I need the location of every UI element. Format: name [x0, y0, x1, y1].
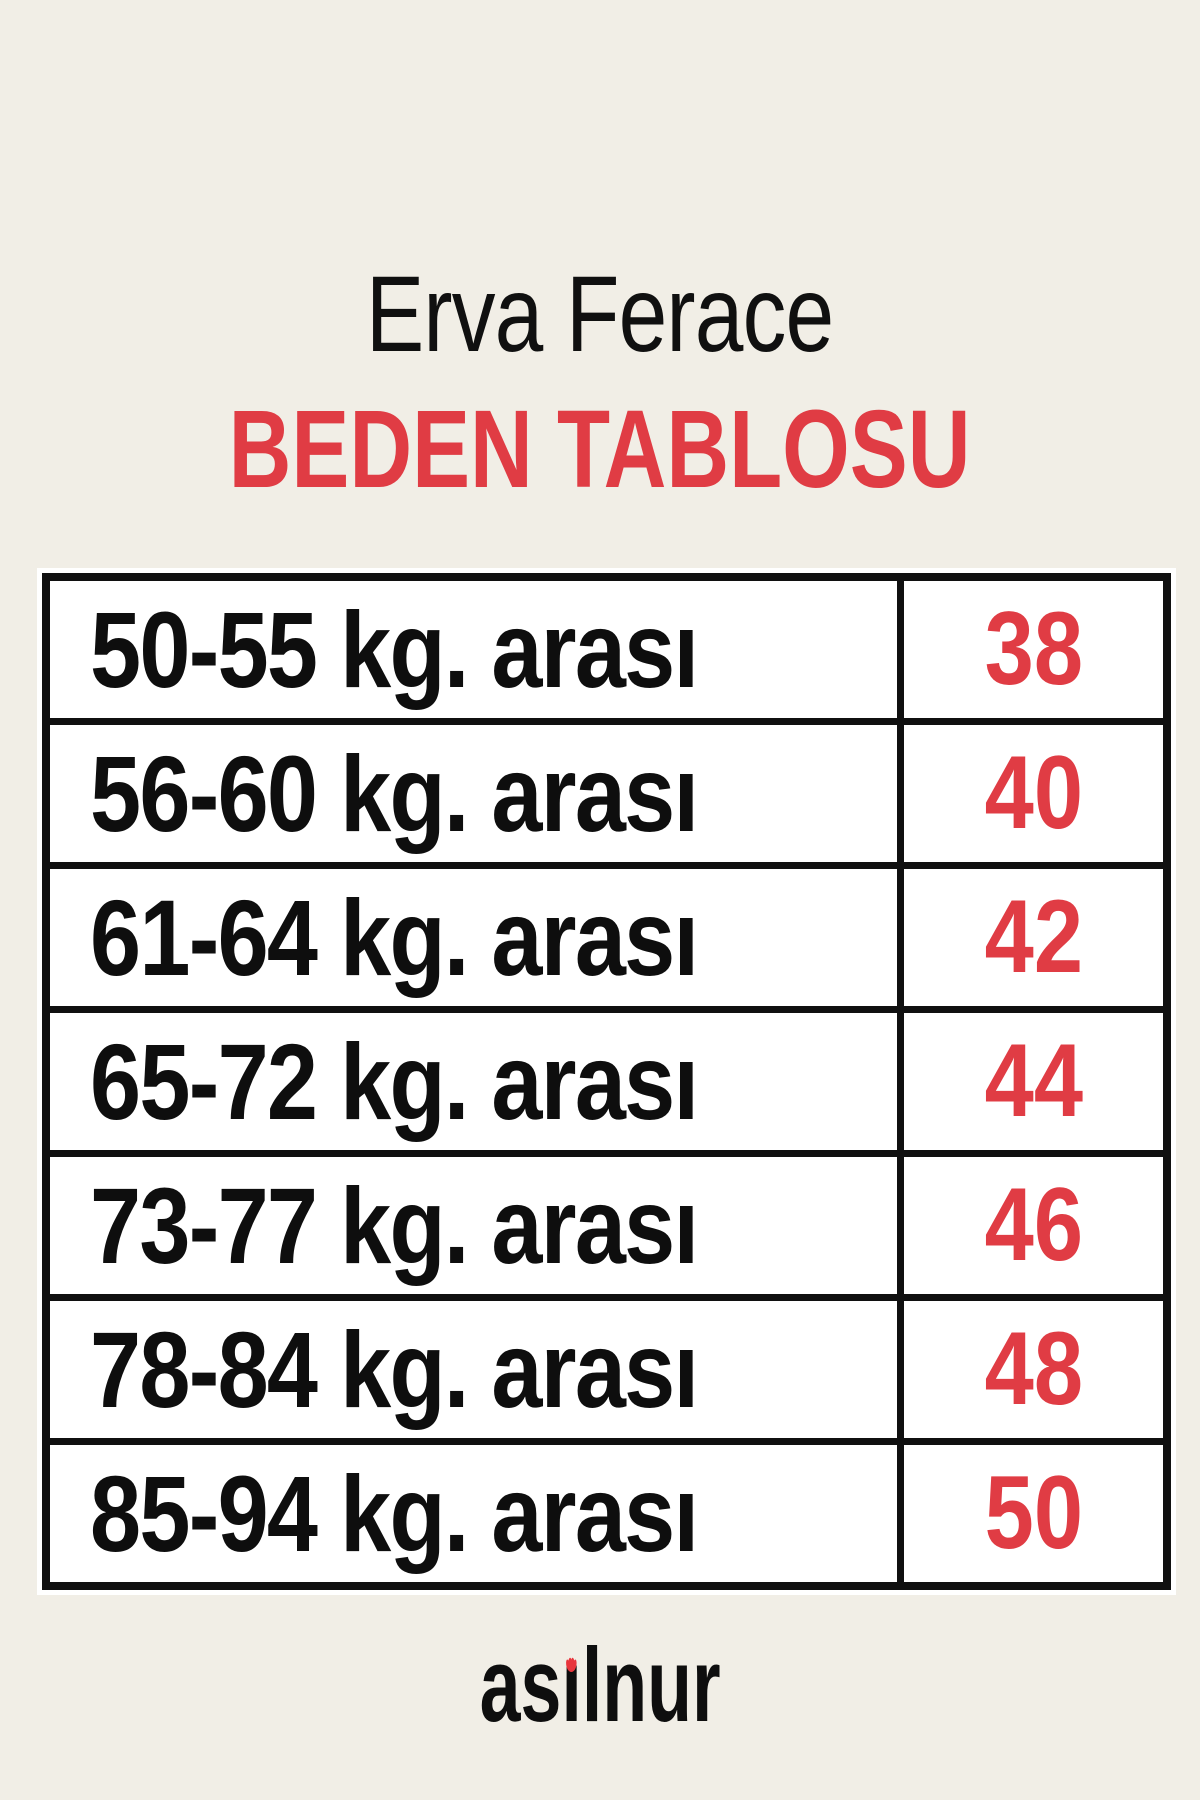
- table-row: 61-64 kg. arası 42: [42, 862, 1171, 1013]
- table-row: 50-55 kg. arası 38: [42, 573, 1171, 725]
- table-row: 73-77 kg. arası 46: [42, 1150, 1171, 1301]
- size-table-container: 50-55 kg. arası 38 56-60 kg. arası 40 61-64 …: [37, 568, 1176, 1595]
- page-title: Erva Ferace: [0, 246, 1200, 381]
- weight-range-text: 85-94 kg. arası: [90, 1453, 699, 1574]
- brand-dotless-i-wrap: ı: [561, 1623, 581, 1749]
- weight-range-cell: 73-77 kg. arası: [42, 1150, 904, 1301]
- size-value-text: 50: [984, 1455, 1083, 1571]
- weight-range-text: 73-77 kg. arası: [90, 1165, 699, 1286]
- brand-dotless-i: ı: [561, 1627, 582, 1744]
- weight-range-text: 56-60 kg. arası: [90, 733, 699, 854]
- size-table: 50-55 kg. arası 38 56-60 kg. arası 40 61-64 …: [42, 573, 1171, 1590]
- size-value-cell: 38: [897, 573, 1171, 725]
- weight-range-text: 50-55 kg. arası: [90, 589, 699, 710]
- size-value-cell: 46: [897, 1150, 1171, 1301]
- table-row: 65-72 kg. arası 44: [42, 1006, 1171, 1157]
- brand-logo: ası lnur: [0, 1623, 1200, 1749]
- table-row: 78-84 kg. arası 48: [42, 1294, 1171, 1445]
- size-table-body: 50-55 kg. arası 38 56-60 kg. arası 40 61-64 …: [42, 573, 1171, 1590]
- size-value-cell: 44: [897, 1006, 1171, 1157]
- page-subtitle-text: BEDEN TABLOSU: [229, 388, 971, 511]
- page-subtitle: BEDEN TABLOSU: [0, 382, 1200, 517]
- weight-range-cell: 85-94 kg. arası: [42, 1438, 904, 1590]
- weight-range-cell: 61-64 kg. arası: [42, 862, 904, 1013]
- size-value-text: 40: [984, 735, 1083, 851]
- size-value-cell: 42: [897, 862, 1171, 1013]
- weight-range-text: 78-84 kg. arası: [90, 1309, 699, 1430]
- size-value-text: 46: [984, 1167, 1083, 1283]
- table-row: 56-60 kg. arası 40: [42, 718, 1171, 869]
- tulip-dot-icon: [566, 1657, 577, 1672]
- brand-prefix: as: [479, 1627, 562, 1744]
- weight-range-cell: 78-84 kg. arası: [42, 1294, 904, 1445]
- weight-range-text: 65-72 kg. arası: [90, 1021, 699, 1142]
- size-value-text: 42: [984, 879, 1083, 995]
- table-row: 85-94 kg. arası 50: [42, 1438, 1171, 1590]
- weight-range-cell: 56-60 kg. arası: [42, 718, 904, 869]
- size-value-cell: 50: [897, 1438, 1171, 1590]
- size-value-cell: 40: [897, 718, 1171, 869]
- weight-range-cell: 50-55 kg. arası: [42, 573, 904, 725]
- size-value-text: 38: [984, 591, 1083, 707]
- weight-range-cell: 65-72 kg. arası: [42, 1006, 904, 1157]
- weight-range-text: 61-64 kg. arası: [90, 877, 699, 998]
- brand-suffix: lnur: [581, 1627, 721, 1744]
- page-title-text: Erva Ferace: [366, 253, 834, 374]
- size-value-cell: 48: [897, 1294, 1171, 1445]
- size-value-text: 48: [984, 1311, 1083, 1427]
- size-value-text: 44: [984, 1023, 1083, 1139]
- brand-logo-text: ası lnur: [479, 1623, 720, 1749]
